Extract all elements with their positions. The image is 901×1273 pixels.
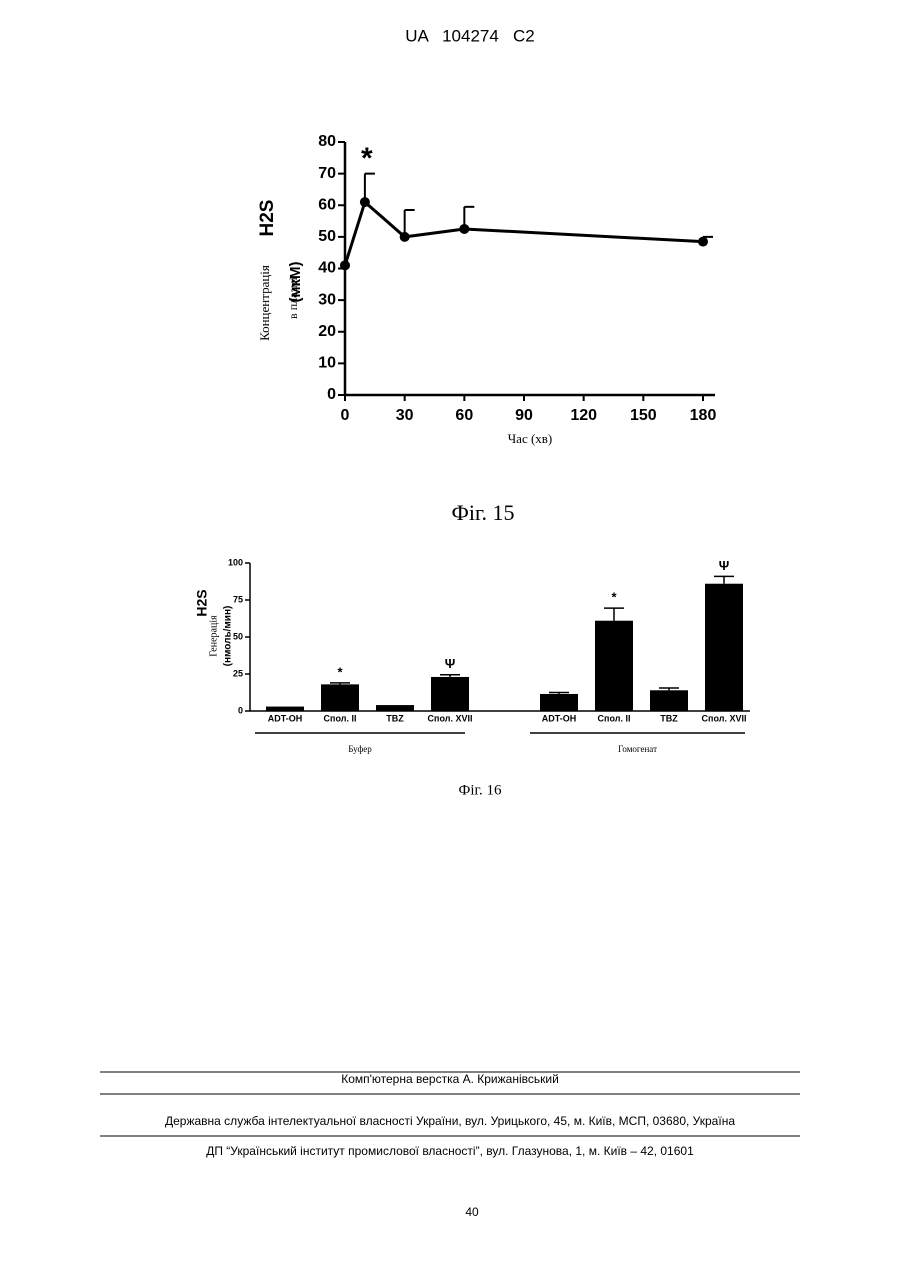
data-point: [360, 197, 370, 207]
bar: [431, 677, 469, 711]
data-point: [400, 232, 410, 242]
y-axis-label: H2S: [257, 200, 278, 237]
y-tick-label: 50: [318, 228, 336, 245]
y-tick-label: 0: [327, 386, 336, 403]
document-page: UA 104274 C2 Комп'ютерна верстка А. Криж…: [0, 0, 901, 1273]
annotation: *: [361, 142, 373, 175]
x-tick-label: 90: [515, 407, 533, 424]
x-tick-label: 180: [690, 407, 717, 424]
bar: [705, 584, 743, 711]
x-tick-label: Спол. XVII: [428, 713, 473, 723]
x-tick-label: ADT-OH: [542, 713, 577, 723]
y-tick-label: 40: [318, 260, 336, 277]
y-tick-label: 50: [233, 631, 243, 641]
y-tick-label: 20: [318, 323, 336, 340]
y-tick-label: 70: [318, 165, 336, 182]
group-label: Гомогенат: [618, 744, 657, 754]
bar: [376, 705, 414, 711]
data-point: [698, 237, 708, 247]
data-point: [340, 260, 350, 270]
y-tick-label: 100: [228, 557, 243, 567]
annotation: Ψ: [445, 656, 456, 671]
y-tick-label: 10: [318, 355, 336, 372]
bar: [321, 684, 359, 711]
footer-layout: Комп'ютерна верстка А. Крижанівський: [341, 1072, 559, 1086]
annotation: Ψ: [719, 558, 730, 573]
x-axis-label: Час (хв): [508, 431, 553, 446]
y-tick-label: 80: [318, 133, 336, 150]
x-tick-label: Спол. II: [598, 713, 631, 723]
data-line: [345, 202, 703, 265]
y-axis-label: (нмоль/мин): [223, 606, 234, 667]
bar: [266, 707, 304, 711]
x-tick-label: 150: [630, 407, 657, 424]
x-tick-label: Спол. II: [324, 713, 357, 723]
annotation: *: [337, 664, 343, 679]
x-tick-label: 30: [396, 407, 414, 424]
y-tick-label: 75: [233, 594, 243, 604]
x-tick-label: Спол. XVII: [702, 713, 747, 723]
group-label: Буфер: [348, 744, 372, 754]
footer-publisher: ДП “Український інститут промислової вла…: [206, 1144, 694, 1158]
y-tick-label: 25: [233, 668, 243, 678]
y-axis-label: (мкМ): [287, 261, 304, 302]
patent-header: UA 104274 C2: [405, 26, 534, 45]
annotation: *: [611, 590, 617, 605]
page-number: 40: [465, 1205, 479, 1219]
bar: [540, 694, 578, 711]
data-point: [459, 224, 469, 234]
page: UA 104274 C2 Комп'ютерна верстка А. Криж…: [0, 0, 901, 1273]
y-tick-label: 60: [318, 196, 336, 213]
y-tick-label: 0: [238, 705, 243, 715]
bar: [650, 690, 688, 711]
figure-caption: Фіг. 15: [451, 500, 514, 525]
bar: [595, 621, 633, 711]
y-axis-label: Концентрація: [257, 265, 272, 341]
figure-caption: Фіг. 16: [459, 782, 502, 798]
y-tick-label: 30: [318, 291, 336, 308]
x-tick-label: TBZ: [386, 713, 404, 723]
y-axis-label: H2S: [194, 589, 210, 616]
y-axis-label: Генерація: [208, 615, 219, 657]
x-tick-label: 120: [570, 407, 597, 424]
x-tick-label: ADT-OH: [268, 713, 303, 723]
x-tick-label: 60: [455, 407, 473, 424]
footer-office: Державна служба інтелектуальної власност…: [165, 1114, 735, 1128]
x-tick-label: 0: [341, 407, 350, 424]
x-tick-label: TBZ: [660, 713, 678, 723]
